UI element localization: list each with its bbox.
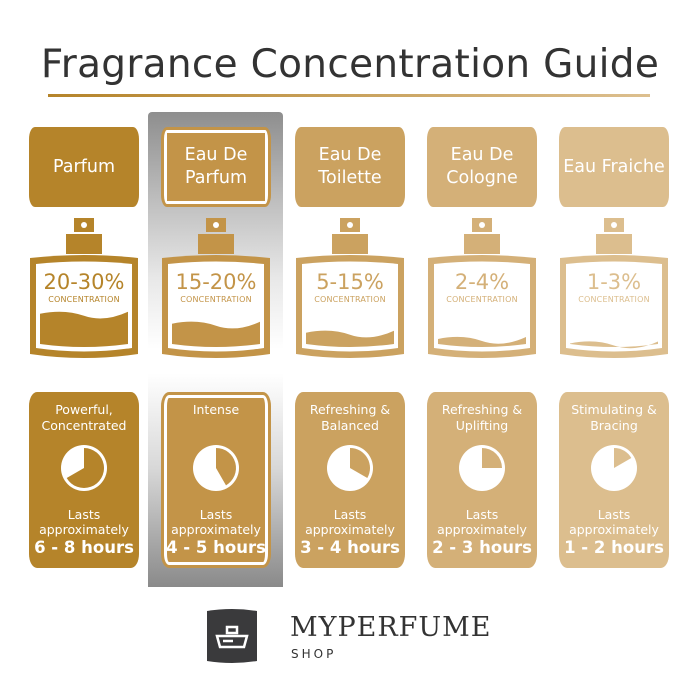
bottle-icon [560,218,668,358]
duration-card: Intense Lasts approximately 4 - 5 hours [161,392,271,568]
concentration-label: CONCENTRATION [314,295,386,304]
concentration-percent: 20-30% [43,270,125,294]
bottle-neck [332,234,368,254]
bottle-liquid [438,336,526,347]
duration: 1 - 2 hours [564,538,664,557]
duration: 4 - 5 hours [166,538,266,557]
lasts-label: Lasts approximately [39,507,129,537]
concentration-percent: 2-4% [454,270,510,294]
clock-pie-icon [193,445,239,491]
lasts-label: Lasts approximately [437,507,527,537]
type-header: Eau De Cologne [427,127,537,207]
description: Intense [192,402,240,417]
lasts-label: Lasts approximately [171,507,261,537]
concentration-percent: 1-3% [586,270,642,294]
duration-card: Stimulating & Bracing Lasts approximatel… [559,392,669,568]
pie-duration-slice [216,448,236,486]
lasts-label: Lasts approximately [305,507,395,537]
clock-pie-icon [591,445,637,491]
title-divider [48,94,650,97]
clock-pie-icon [459,445,505,491]
concentration-label: CONCENTRATION [446,295,518,304]
pie-duration-slice [350,448,370,478]
page-title: Fragrance Concentration Guide [40,42,660,87]
bottle-glass [302,261,398,352]
type-header: Eau De Parfum [161,127,271,207]
type-name: Eau Fraiche [563,156,665,177]
duration: 2 - 3 hours [432,538,532,557]
bottle-neck [596,234,632,254]
type-header: Eau Fraiche [559,127,669,207]
brand-name: MYPERFUME [290,612,492,643]
bottle-neck [66,234,102,254]
bottle-icon [428,218,536,358]
bottle-neck [464,234,500,254]
bottle-nozzle [611,222,617,228]
bottle-neck [198,234,234,254]
duration-card: Refreshing & Balanced Lasts approximatel… [295,392,405,568]
pie-duration-slice [482,448,502,468]
description: Powerful, Concentrated [41,402,127,433]
type-header: Eau De Toilette [295,127,405,207]
clock-pie-icon [61,445,107,491]
pie-duration-slice [614,448,632,468]
concentration-percent: 15-20% [175,270,257,294]
bottle-icon [296,218,404,358]
type-name: Parfum [53,156,115,177]
concentration-label: CONCENTRATION [180,295,252,304]
bottle-glass [434,261,530,352]
pie-duration-slice [66,448,105,488]
bottle-liquid [306,330,394,347]
duration-card: Refreshing & Uplifting Lasts approximate… [427,392,537,568]
myperfume-logo-icon [207,609,257,663]
type-name: Eau De Parfum [184,145,248,188]
duration-card: Powerful, Concentrated Lasts approximate… [29,392,139,568]
concentration-label: CONCENTRATION [48,295,120,304]
description: Refreshing & Balanced [309,402,391,433]
lasts-label: Lasts approximately [569,507,659,537]
bottle-liquid [570,341,658,349]
bottle-glass [566,261,662,352]
bottle-liquid [40,311,128,347]
bottle-nozzle [81,222,87,228]
clock-pie-icon [327,445,373,491]
bottle-icon [162,218,270,358]
bottle-liquid [172,321,260,347]
description: Refreshing & Uplifting [441,402,523,433]
concentration-percent: 5-15% [316,270,384,294]
concentration-label: CONCENTRATION [578,295,650,304]
duration: 3 - 4 hours [300,538,400,557]
description: Stimulating & Bracing [571,402,657,433]
bottle-nozzle [213,222,219,228]
duration: 6 - 8 hours [34,538,134,557]
bottle-icon [30,218,138,358]
type-header: Parfum [29,127,139,207]
bottle-nozzle [479,222,485,228]
type-name: Eau De Cologne [446,145,518,188]
brand-sub: SHOP [291,647,337,661]
type-name: Eau De Toilette [318,145,382,188]
bottle-nozzle [347,222,353,228]
